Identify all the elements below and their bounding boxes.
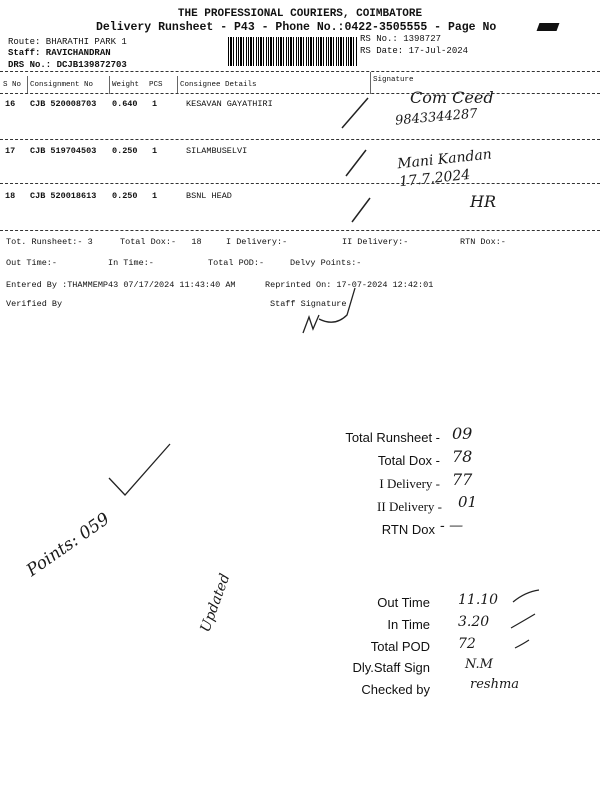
col-pcs: PCS	[149, 81, 163, 89]
in-time: In Time:-	[108, 258, 154, 268]
stamp-label: Dly.Staff Sign	[352, 660, 430, 675]
stamp-label: Checked by	[361, 682, 430, 697]
col-consignment: Consignment No	[30, 81, 94, 89]
updated-note: Updated	[197, 571, 234, 635]
total-pod: Total POD:-	[208, 258, 265, 268]
divider	[0, 183, 600, 184]
stamp-label: Total POD	[370, 639, 430, 654]
delvy-points: Delvy Points:-	[290, 258, 362, 268]
col-sno: S No	[3, 81, 22, 89]
company-title: THE PROFESSIONAL COURIERS, COIMBATORE	[177, 8, 423, 20]
row-sno: 18	[5, 191, 16, 201]
total-dox: Total Dox:- 18	[120, 237, 202, 247]
stamp-value: reshma	[470, 677, 520, 692]
row-pcs: 1	[152, 191, 158, 201]
reprinted-on: Reprinted On: 17-07-2024 12:42:01	[265, 280, 434, 290]
column-separator	[109, 76, 110, 94]
divider	[0, 230, 600, 231]
tick-marks	[510, 589, 540, 649]
staff-signature-label: Staff Signature	[270, 299, 347, 309]
page-number-scribble	[536, 23, 560, 31]
rtn-dox: RTN Dox:-	[460, 237, 506, 247]
stamp-value: 78	[452, 447, 473, 466]
tot-runsheet: Tot. Runsheet:- 3	[6, 237, 93, 247]
rs-number: RS No.: 1398727	[360, 34, 442, 44]
row-consignment: CJB 520008703	[30, 99, 97, 109]
row-pcs: 1	[152, 99, 158, 109]
stamp-value: 01	[458, 493, 478, 511]
entered-by: Entered By :THAMMEMP43 07/17/2024 11:43:…	[6, 280, 236, 290]
col-weight: Weight	[112, 81, 140, 89]
out-time: Out Time:-	[6, 258, 58, 268]
stamp-label: I Delivery -	[379, 476, 440, 491]
divider	[0, 139, 600, 140]
stamp-value: 72	[458, 636, 476, 652]
col-consignee: Consignee Details	[180, 81, 257, 89]
stamp-value: 3.20	[458, 614, 490, 630]
row-weight: 0.250	[112, 146, 138, 156]
rs-date: RS Date: 17-Jul-2024	[360, 46, 469, 56]
column-separator	[27, 76, 28, 94]
tick-marks	[341, 97, 371, 223]
stamp-label: Total Dox -	[377, 453, 440, 468]
divider	[0, 93, 600, 94]
staff-signature-scribble	[302, 287, 356, 334]
row-weight: 0.640	[112, 99, 138, 109]
row-pcs: 1	[152, 146, 158, 156]
row-consignee: SILAMBUSELVI	[186, 146, 248, 156]
row-sno: 17	[5, 146, 16, 156]
row-consignment: CJB 519704503	[30, 146, 97, 156]
runsheet-subtitle: Delivery Runsheet - P43 - Phone No.:0422…	[96, 21, 497, 34]
row-signature-note: HR	[470, 192, 496, 211]
stamp-value: 77	[452, 470, 473, 489]
route-label: Route: BHARATHI PARK 1	[8, 37, 127, 47]
check-mark	[108, 443, 171, 496]
points-note: Points: 059	[22, 509, 114, 581]
column-separator	[177, 76, 178, 94]
stamp-value: N.M	[465, 657, 493, 672]
stamp-value: 11.10	[458, 592, 499, 608]
stamp-label: II Delivery -	[377, 499, 442, 514]
column-separator	[370, 72, 371, 94]
stamp-label: In Time	[387, 617, 430, 632]
row-consignee: BSNL HEAD	[186, 191, 232, 201]
stamp-label: Total Runsheet -	[345, 430, 440, 445]
col-signature: Signature	[373, 76, 414, 84]
row-consignment: CJB 520018613	[30, 191, 97, 201]
row-consignee: KESAVAN GAYATHIRI	[186, 99, 273, 109]
barcode	[228, 37, 358, 66]
row-weight: 0.250	[112, 191, 138, 201]
ii-delivery: II Delivery:-	[342, 237, 409, 247]
row-signature-note: 9843344287	[394, 106, 479, 129]
verified-by: Verified By	[6, 299, 63, 309]
drs-number: DRS No.: DCJB139872703	[8, 60, 127, 70]
stamp-label: Out Time	[377, 595, 430, 610]
i-delivery: I Delivery:-	[226, 237, 288, 247]
staff-label: Staff: RAVICHANDRAN	[8, 48, 111, 58]
stamp-value: - —	[440, 518, 464, 534]
row-sno: 16	[5, 99, 16, 109]
stamp-label: RTN Dox	[381, 522, 435, 537]
divider	[0, 71, 600, 72]
signature-scribble: Com​ Ceed	[410, 88, 494, 107]
stamp-value: 09	[452, 424, 473, 443]
